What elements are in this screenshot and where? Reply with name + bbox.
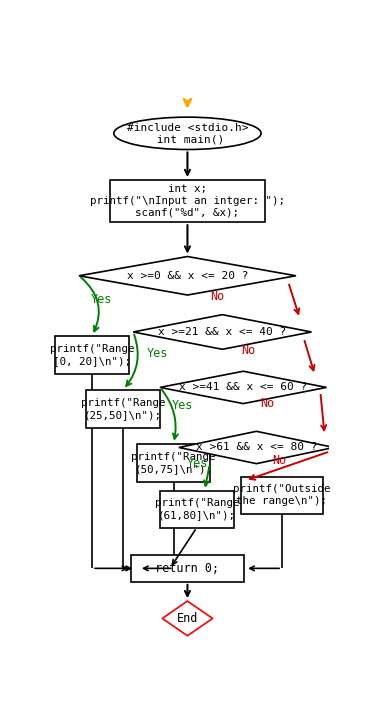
- Polygon shape: [133, 314, 311, 349]
- Polygon shape: [79, 256, 296, 295]
- Text: return 0;: return 0;: [155, 562, 219, 575]
- Text: #include <stdio.h>
 int main(): #include <stdio.h> int main(): [127, 123, 248, 144]
- Text: printf("Range
[0, 20]\n");: printf("Range [0, 20]\n");: [50, 344, 134, 366]
- Text: No: No: [260, 396, 274, 409]
- Text: x >61 && x <= 80 ?: x >61 && x <= 80 ?: [196, 442, 317, 452]
- Bar: [131, 555, 244, 582]
- Text: x >=0 && x <= 20 ?: x >=0 && x <= 20 ?: [127, 271, 248, 281]
- Text: Yes: Yes: [187, 457, 208, 470]
- Text: Yes: Yes: [147, 346, 169, 359]
- Text: printf("Range
(61,80]\n");: printf("Range (61,80]\n");: [154, 498, 239, 520]
- Text: printf("Range
(50,75]\n");: printf("Range (50,75]\n");: [131, 452, 216, 473]
- Bar: [160, 491, 234, 528]
- Text: x >=41 && x <= 60 ?: x >=41 && x <= 60 ?: [179, 383, 307, 393]
- Bar: [110, 180, 265, 222]
- Bar: [137, 444, 210, 482]
- Polygon shape: [160, 371, 327, 404]
- Text: No: No: [211, 290, 225, 303]
- Text: printf("Outside
the range\n");: printf("Outside the range\n");: [233, 484, 331, 506]
- Text: No: No: [242, 343, 256, 356]
- Polygon shape: [162, 601, 213, 636]
- Bar: [55, 336, 129, 375]
- Text: x >=21 && x <= 40 ?: x >=21 && x <= 40 ?: [158, 327, 287, 337]
- Text: Yes: Yes: [91, 293, 112, 306]
- Text: printf("Range
(25,50]\n");: printf("Range (25,50]\n");: [81, 398, 165, 420]
- Text: No: No: [272, 454, 286, 468]
- Ellipse shape: [114, 117, 261, 150]
- Bar: [86, 390, 160, 428]
- Text: End: End: [177, 612, 198, 625]
- Polygon shape: [179, 431, 334, 464]
- Bar: [241, 477, 323, 514]
- Text: int x;
printf("\nInput an intger: ");
scanf("%d", &x);: int x; printf("\nInput an intger: "); sc…: [90, 184, 285, 218]
- Text: Yes: Yes: [172, 399, 193, 412]
